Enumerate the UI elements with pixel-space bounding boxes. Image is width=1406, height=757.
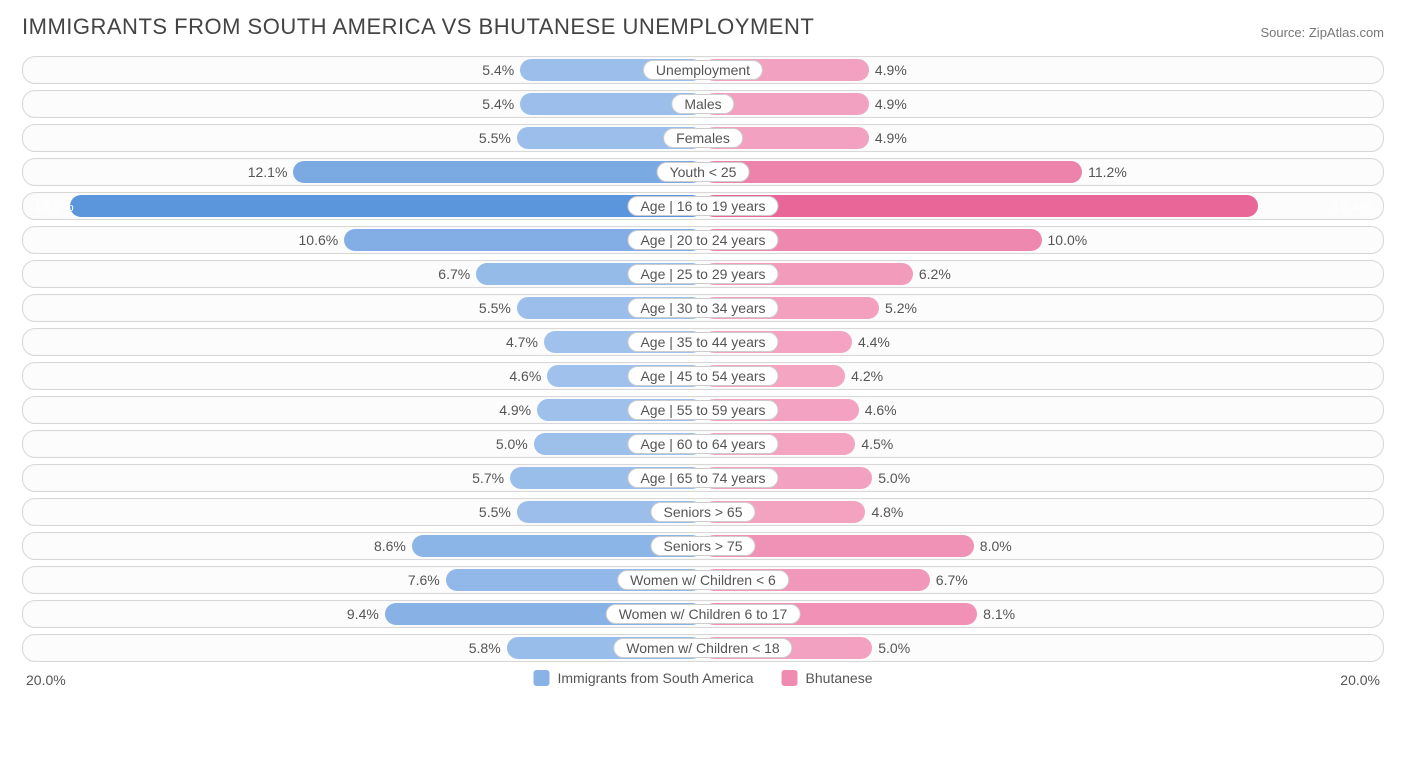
value-left: 7.6% [408, 572, 440, 588]
value-right: 4.9% [875, 62, 907, 78]
chart-row: 12.1% 11.2% Youth < 25 [22, 158, 1384, 186]
legend: Immigrants from South America Bhutanese [533, 670, 872, 686]
legend-swatch-left [533, 670, 549, 686]
chart-row: 5.4% 4.9% Unemployment [22, 56, 1384, 84]
value-right: 16.4% [1332, 198, 1372, 214]
legend-swatch-right [782, 670, 798, 686]
value-right: 6.7% [936, 572, 968, 588]
value-right: 10.0% [1048, 232, 1088, 248]
chart-row: 5.4% 4.9% Males [22, 90, 1384, 118]
category-label: Males [671, 94, 734, 114]
bar-left [70, 195, 703, 217]
value-right: 4.9% [875, 96, 907, 112]
value-right: 4.6% [865, 402, 897, 418]
value-left: 5.4% [482, 96, 514, 112]
chart-row: 10.6% 10.0% Age | 20 to 24 years [22, 226, 1384, 254]
chart-header: IMMIGRANTS FROM SOUTH AMERICA VS BHUTANE… [0, 0, 1406, 50]
category-label: Seniors > 65 [651, 502, 756, 522]
chart-row: 7.6% 6.7% Women w/ Children < 6 [22, 566, 1384, 594]
value-left: 5.7% [472, 470, 504, 486]
chart-row: 4.6% 4.2% Age | 45 to 54 years [22, 362, 1384, 390]
category-label: Unemployment [643, 60, 763, 80]
legend-label-left: Immigrants from South America [557, 670, 753, 686]
category-label: Age | 30 to 34 years [627, 298, 778, 318]
value-right: 4.8% [871, 504, 903, 520]
category-label: Women w/ Children < 6 [617, 570, 789, 590]
diverging-bar-chart: 5.4% 4.9% Unemployment 5.4% 4.9% Males 5.5% 4.9… [0, 50, 1406, 662]
bar-left [293, 161, 703, 183]
value-left: 8.6% [374, 538, 406, 554]
category-label: Age | 65 to 74 years [627, 468, 778, 488]
axis-max-left: 20.0% [26, 672, 66, 688]
value-left: 12.1% [248, 164, 288, 180]
value-right: 4.4% [858, 334, 890, 350]
value-right: 11.2% [1088, 164, 1127, 180]
chart-row: 6.7% 6.2% Age | 25 to 29 years [22, 260, 1384, 288]
value-right: 8.0% [980, 538, 1012, 554]
legend-item-right: Bhutanese [782, 670, 873, 686]
category-label: Age | 20 to 24 years [627, 230, 778, 250]
chart-source: Source: ZipAtlas.com [1260, 25, 1384, 40]
category-label: Youth < 25 [657, 162, 750, 182]
chart-footer: 20.0% 20.0% Immigrants from South Americ… [22, 668, 1384, 698]
value-left: 5.0% [496, 436, 528, 452]
category-label: Age | 45 to 54 years [627, 366, 778, 386]
value-left: 5.5% [479, 504, 511, 520]
chart-title: IMMIGRANTS FROM SOUTH AMERICA VS BHUTANE… [22, 14, 814, 40]
value-left: 4.6% [509, 368, 541, 384]
value-left: 5.8% [469, 640, 501, 656]
chart-row: 5.0% 4.5% Age | 60 to 64 years [22, 430, 1384, 458]
chart-row: 4.9% 4.6% Age | 55 to 59 years [22, 396, 1384, 424]
value-right: 8.1% [983, 606, 1015, 622]
value-right: 6.2% [919, 266, 951, 282]
category-label: Age | 16 to 19 years [627, 196, 778, 216]
value-right: 5.0% [878, 640, 910, 656]
chart-row: 18.7% 16.4% Age | 16 to 19 years [22, 192, 1384, 220]
category-label: Age | 60 to 64 years [627, 434, 778, 454]
chart-row: 9.4% 8.1% Women w/ Children 6 to 17 [22, 600, 1384, 628]
category-label: Age | 25 to 29 years [627, 264, 778, 284]
category-label: Age | 35 to 44 years [627, 332, 778, 352]
value-left: 10.6% [299, 232, 339, 248]
category-label: Seniors > 75 [651, 536, 756, 556]
chart-row: 5.8% 5.0% Women w/ Children < 18 [22, 634, 1384, 662]
bar-right [703, 161, 1082, 183]
value-right: 5.2% [885, 300, 917, 316]
chart-row: 4.7% 4.4% Age | 35 to 44 years [22, 328, 1384, 356]
bar-right [703, 195, 1258, 217]
value-right: 4.2% [851, 368, 883, 384]
chart-row: 5.5% 4.9% Females [22, 124, 1384, 152]
value-right: 4.5% [861, 436, 893, 452]
category-label: Age | 55 to 59 years [627, 400, 778, 420]
category-label: Women w/ Children < 18 [613, 638, 792, 658]
chart-row: 8.6% 8.0% Seniors > 75 [22, 532, 1384, 560]
chart-row: 5.5% 4.8% Seniors > 65 [22, 498, 1384, 526]
axis-max-right: 20.0% [1340, 672, 1380, 688]
value-left: 5.4% [482, 62, 514, 78]
value-left: 4.9% [499, 402, 531, 418]
legend-item-left: Immigrants from South America [533, 670, 753, 686]
value-right: 4.9% [875, 130, 907, 146]
category-label: Females [663, 128, 743, 148]
value-left: 5.5% [479, 300, 511, 316]
value-left: 18.7% [34, 198, 74, 214]
value-left: 6.7% [438, 266, 470, 282]
chart-row: 5.5% 5.2% Age | 30 to 34 years [22, 294, 1384, 322]
value-left: 9.4% [347, 606, 379, 622]
value-left: 5.5% [479, 130, 511, 146]
value-left: 4.7% [506, 334, 538, 350]
value-right: 5.0% [878, 470, 910, 486]
legend-label-right: Bhutanese [806, 670, 873, 686]
category-label: Women w/ Children 6 to 17 [606, 604, 801, 624]
chart-row: 5.7% 5.0% Age | 65 to 74 years [22, 464, 1384, 492]
